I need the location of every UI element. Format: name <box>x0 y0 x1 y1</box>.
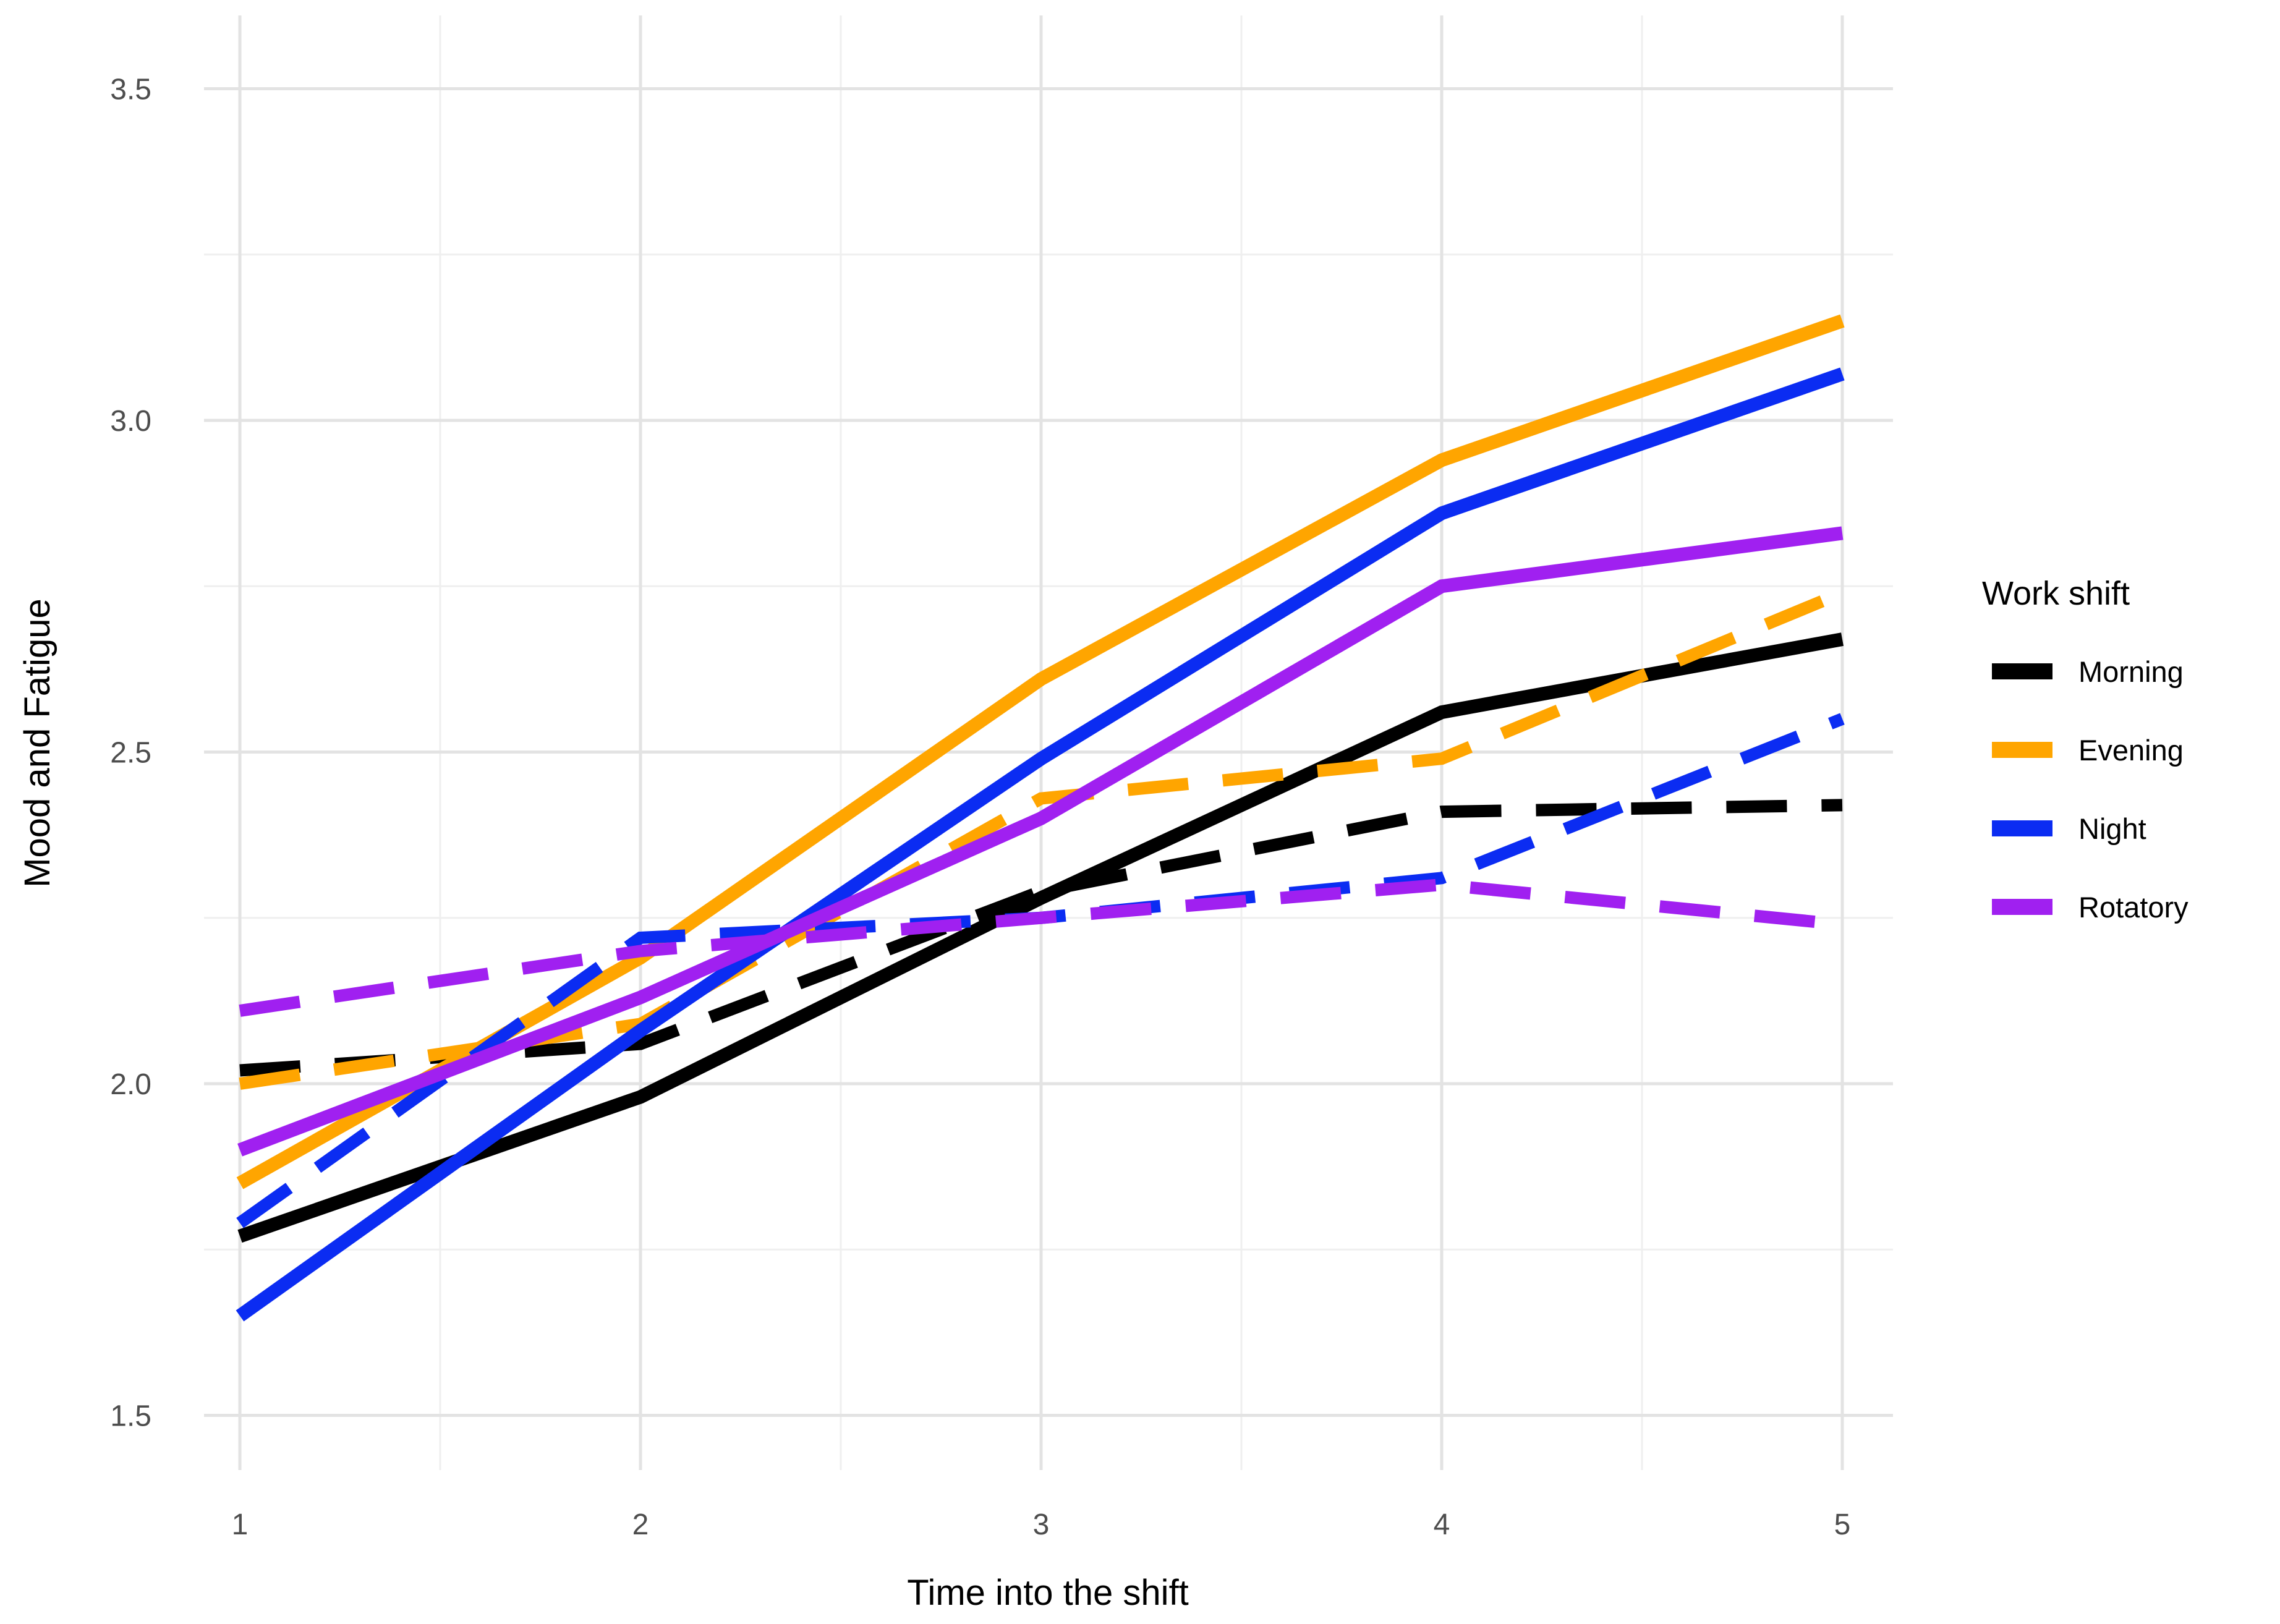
legend-title: Work shift <box>1982 575 2130 612</box>
series-line-rotatory-solid <box>237 526 1844 1157</box>
legend-item-label: Evening <box>2078 734 2184 767</box>
legend-item-label: Rotatory <box>2078 891 2189 924</box>
legend-item-label: Morning <box>2078 655 2184 688</box>
series-line-morning-dashed <box>239 799 1843 1077</box>
y-tick-label: 2.5 <box>110 737 151 770</box>
legend-item-label: Night <box>2078 812 2146 845</box>
series-line-evening-dashed <box>239 587 1845 1090</box>
x-axis-title: Time into the shift <box>907 1573 1189 1613</box>
series-line-rotatory-dashed <box>239 878 1843 1017</box>
x-tick-label: 1 <box>232 1508 249 1541</box>
legend: Morning Evening Night Rotatory <box>1992 655 2189 924</box>
grid-layer <box>204 15 1893 1470</box>
y-tick-label: 2.0 <box>110 1068 151 1101</box>
tick-layer: 1.5 2.0 2.5 3.0 3.5 1 2 3 4 5 <box>110 74 1850 1542</box>
x-tick-label: 2 <box>632 1508 649 1541</box>
series-layer <box>236 314 1845 1322</box>
y-tick-label: 1.5 <box>110 1400 151 1433</box>
y-tick-label: 3.0 <box>110 405 151 438</box>
x-tick-label: 4 <box>1434 1508 1450 1541</box>
x-tick-label: 5 <box>1834 1508 1851 1541</box>
y-axis-title: Mood and Fatigue <box>17 598 57 888</box>
series-line-night-solid <box>236 367 1845 1322</box>
series-line-morning-solid <box>237 632 1844 1243</box>
y-tick-label: 3.5 <box>110 74 151 106</box>
x-tick-label: 3 <box>1033 1508 1050 1541</box>
